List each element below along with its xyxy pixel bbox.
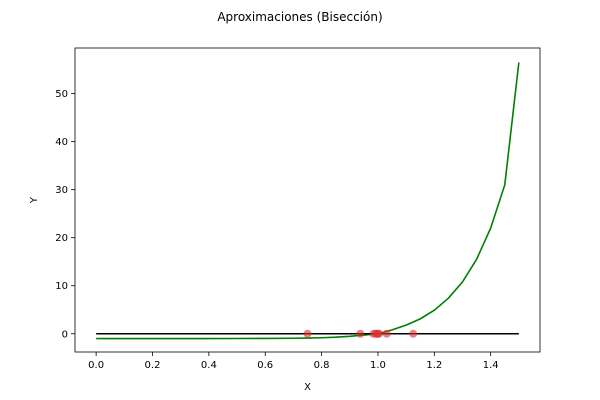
function-curve (96, 62, 520, 340)
x-axis: 0.0 0.2 0.4 0.6 0.8 1.0 1.2 1.4 (88, 352, 499, 371)
x-tick-label: 1.4 (483, 360, 499, 371)
x-tick-label: 1.0 (370, 360, 386, 371)
approximation-point (409, 329, 418, 338)
y-tick-label: 20 (55, 233, 68, 244)
x-tick-label: 0.2 (145, 360, 161, 371)
y-tick-label: 30 (55, 185, 68, 196)
chart-title: Aproximaciones (Bisección) (217, 10, 382, 24)
approximation-point (356, 329, 365, 338)
x-tick-label: 0.8 (314, 360, 330, 371)
x-tick-label: 1.2 (426, 360, 442, 371)
plot-frame (74, 47, 541, 353)
approximation-point (303, 329, 312, 338)
approximation-point (375, 329, 384, 338)
x-tick-label: 0.4 (201, 360, 217, 371)
y-tick-label: 0 (62, 329, 68, 340)
y-tick-label: 40 (55, 137, 68, 148)
y-axis: 0 10 20 30 40 50 (55, 89, 75, 340)
approximation-point (382, 329, 391, 338)
y-tick-label: 10 (55, 281, 68, 292)
x-axis-label: X (304, 382, 311, 393)
plot-area (96, 62, 520, 340)
y-axis-label: Y (29, 196, 40, 204)
y-tick-label: 50 (55, 89, 68, 100)
x-tick-label: 0.6 (257, 360, 273, 371)
x-tick-label: 0.0 (88, 360, 104, 371)
